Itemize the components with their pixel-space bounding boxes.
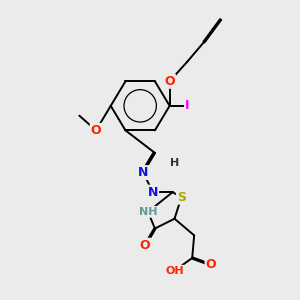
Text: I: I <box>185 99 190 112</box>
Text: H: H <box>170 158 179 168</box>
Text: NH: NH <box>139 207 157 217</box>
Text: O: O <box>140 239 150 252</box>
Text: O: O <box>206 258 216 271</box>
Text: N: N <box>148 186 158 199</box>
Text: O: O <box>91 124 101 137</box>
Text: N: N <box>138 166 148 179</box>
Text: OH: OH <box>165 266 184 276</box>
Text: O: O <box>164 75 175 88</box>
Text: S: S <box>177 190 186 204</box>
